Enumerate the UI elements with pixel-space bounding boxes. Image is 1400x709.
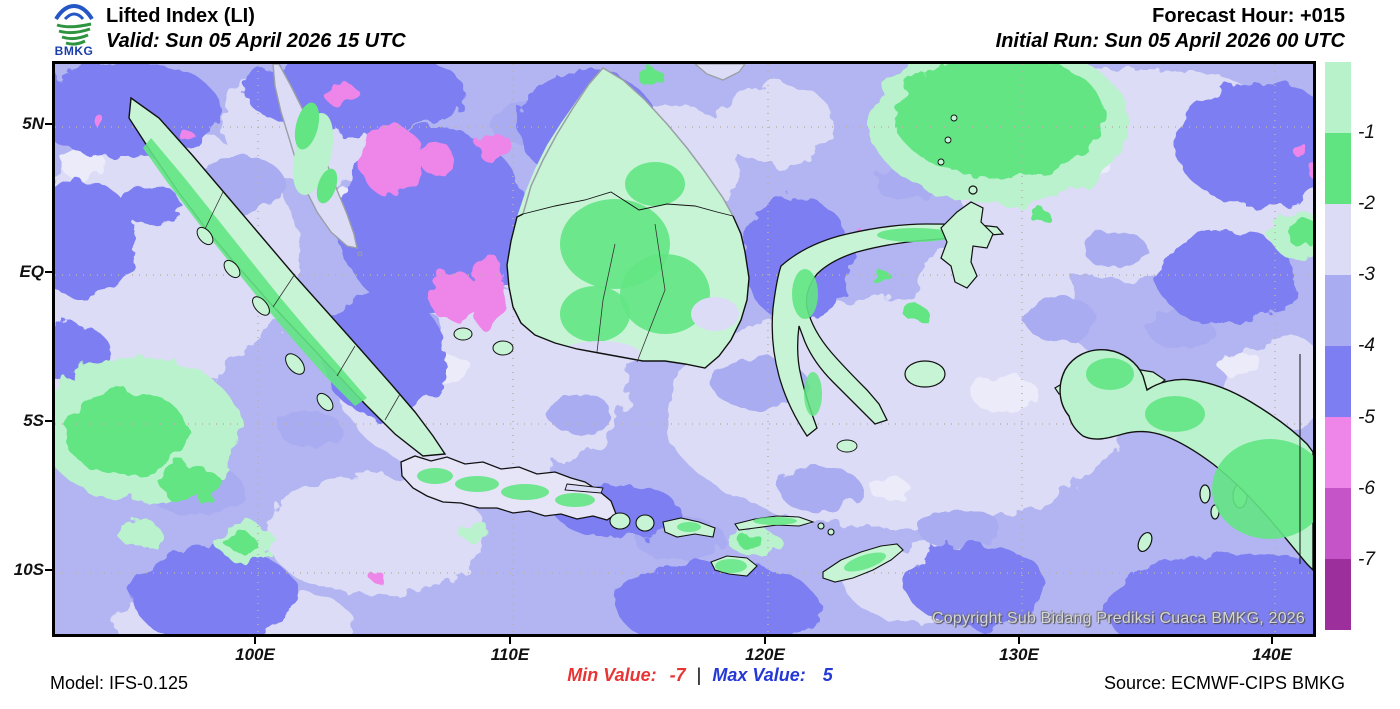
minmax-line: Min Value: -7 | Max Value: 5 bbox=[0, 665, 1400, 686]
model-label: Model: IFS-0.125 bbox=[50, 673, 189, 693]
colorbar-tick--4: -4 bbox=[1358, 335, 1375, 356]
lon-tick bbox=[509, 637, 511, 644]
bmkg-logo-text: BMKG bbox=[54, 44, 94, 58]
colorbar-segment bbox=[1325, 346, 1351, 417]
sulawesi bbox=[771, 114, 1005, 453]
min-value: -7 bbox=[669, 665, 686, 685]
bmkg-logo-icon bbox=[54, 3, 94, 46]
li-contour-map bbox=[55, 64, 1313, 634]
colorbar-tick--6: -6 bbox=[1358, 478, 1375, 499]
valid-time: Valid: Sun 05 April 2026 15 UTC bbox=[106, 30, 406, 52]
lon-tick bbox=[1018, 637, 1020, 644]
lon-tick bbox=[254, 637, 256, 644]
lon-label-120e: 120E bbox=[745, 645, 785, 664]
max-value-label: Max Value: bbox=[712, 665, 806, 685]
colorbar-segment bbox=[1325, 62, 1351, 133]
lon-tick bbox=[1271, 637, 1273, 644]
bmkg-logo: BMKG bbox=[46, 2, 102, 60]
malay-peninsula bbox=[272, 64, 746, 257]
colorbar-tick--1: -1 bbox=[1358, 122, 1375, 143]
lon-label-110e: 110E bbox=[490, 645, 530, 664]
copyright-watermark: Copyright Sub Bidang Prediksi Cuaca BMKG… bbox=[932, 610, 1305, 627]
sumatra bbox=[128, 96, 514, 457]
header: BMKG Lifted Index (LI) Valid: Sun 05 Apr… bbox=[0, 0, 1400, 61]
colorbar-segment bbox=[1325, 275, 1351, 346]
colorbar-tick--5: -5 bbox=[1358, 407, 1375, 428]
map-panel: Copyright Sub Bidang Prediksi Cuaca BMKG… bbox=[52, 61, 1316, 637]
min-value-label: Min Value: bbox=[567, 665, 657, 685]
lat-tick bbox=[45, 271, 52, 273]
lon-label-130e: 130E bbox=[999, 645, 1039, 664]
java-nusa-tenggara bbox=[400, 455, 904, 583]
lon-tick bbox=[764, 637, 766, 644]
page-title: Lifted Index (LI) bbox=[106, 5, 255, 27]
lat-tick bbox=[45, 123, 52, 125]
lat-label-10s: 10S bbox=[13, 560, 44, 579]
colorbar-tick--2: -2 bbox=[1358, 193, 1375, 214]
colorbar-segment bbox=[1325, 133, 1351, 204]
lat-label-5n: 5N bbox=[22, 114, 44, 133]
borneo bbox=[506, 67, 750, 369]
colorbar-segment bbox=[1325, 417, 1351, 488]
lat-label-eq: EQ bbox=[19, 262, 44, 281]
colorbar-segment bbox=[1325, 488, 1351, 559]
colorbar-segment bbox=[1325, 204, 1351, 275]
lat-label-5s: 5S bbox=[23, 411, 44, 430]
lon-label-100e: 100E bbox=[235, 645, 275, 664]
colorbar-tick--7: -7 bbox=[1358, 549, 1375, 570]
pink-patches bbox=[93, 82, 1313, 581]
ocean-green-regions bbox=[55, 64, 1313, 560]
lat-tick bbox=[45, 420, 52, 422]
colorbar-tick--3: -3 bbox=[1358, 264, 1375, 285]
forecast-hour: Forecast Hour: +015 bbox=[1152, 5, 1345, 27]
colorbar bbox=[1325, 62, 1351, 630]
minmax-separator: | bbox=[696, 665, 702, 685]
papua bbox=[1059, 349, 1313, 571]
source-label: Source: ECMWF-CIPS BMKG bbox=[1103, 673, 1345, 693]
lon-label-140e: 140E bbox=[1252, 645, 1292, 664]
initial-run: Initial Run: Sun 05 April 2026 00 UTC bbox=[995, 30, 1345, 52]
max-value: 5 bbox=[822, 665, 833, 685]
lat-tick bbox=[45, 569, 52, 571]
colorbar-segment bbox=[1325, 559, 1351, 630]
